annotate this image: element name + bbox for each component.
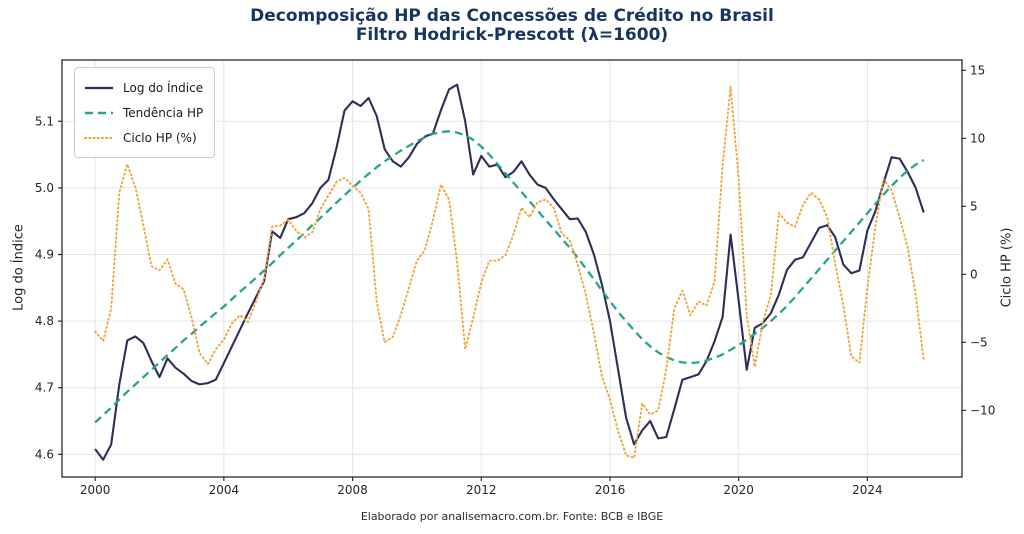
chart-title: Decomposição HP das Concessões de Crédit… xyxy=(250,6,774,26)
y-right-tick-label: −5 xyxy=(970,335,988,349)
y-left-tick-label: 4.9 xyxy=(35,248,54,262)
y-right-tick-label: 0 xyxy=(970,267,978,281)
legend-item-tendencia: Tendência HP xyxy=(84,100,203,125)
legend-line-dashed-icon xyxy=(85,111,113,114)
legend-label: Tendência HP xyxy=(123,105,204,120)
y-right-tick-label: −10 xyxy=(970,403,995,417)
legend-line-dotted-icon xyxy=(84,136,114,139)
y-right-tick-label: 10 xyxy=(970,131,985,145)
legend-item-log-indice: Log do Índice xyxy=(84,75,203,100)
y-right-tick-label: 15 xyxy=(970,63,985,77)
y-right-tick-label: 5 xyxy=(970,199,978,213)
x-tick-label: 2012 xyxy=(466,483,497,497)
y-left-tick-label: 4.6 xyxy=(35,447,54,461)
x-tick-label: 2024 xyxy=(852,483,883,497)
y-axis-label-left: Log do Índice xyxy=(11,224,27,311)
legend-label: Log do Índice xyxy=(123,80,204,95)
x-tick-label: 2016 xyxy=(595,483,626,497)
x-tick-label: 2000 xyxy=(80,483,111,497)
source-caption: Elaborado por analisemacro.com.br. Fonte… xyxy=(360,510,664,523)
x-tick-label: 2020 xyxy=(723,483,754,497)
chart-title-block: Decomposição HP das Concessões de Crédit… xyxy=(0,7,1024,45)
x-tick-label: 2008 xyxy=(337,483,368,497)
y-left-tick-label: 5.1 xyxy=(35,114,54,128)
x-tick-label: 2004 xyxy=(209,483,240,497)
legend-label: Ciclo HP (%) xyxy=(123,130,197,145)
y-left-tick-label: 5.0 xyxy=(35,181,54,195)
y-left-tick-label: 4.8 xyxy=(35,314,54,328)
y-axis-label-right: Ciclo HP (%) xyxy=(999,227,1015,308)
legend-item-ciclo: Ciclo HP (%) xyxy=(84,125,203,150)
series-line-ciclo-hp- xyxy=(94,85,925,459)
axes-spines xyxy=(61,59,963,478)
legend: Log do Índice Tendência HP Ciclo HP (%) xyxy=(74,67,216,158)
series-line-tend-ncia-hp xyxy=(94,130,925,424)
series-line-log-do-ndice xyxy=(94,83,925,461)
chart-subtitle: Filtro Hodrick-Prescott (λ=1600) xyxy=(355,25,669,45)
y-left-tick-label: 4.7 xyxy=(35,381,54,395)
legend-line-solid-icon xyxy=(85,86,113,89)
